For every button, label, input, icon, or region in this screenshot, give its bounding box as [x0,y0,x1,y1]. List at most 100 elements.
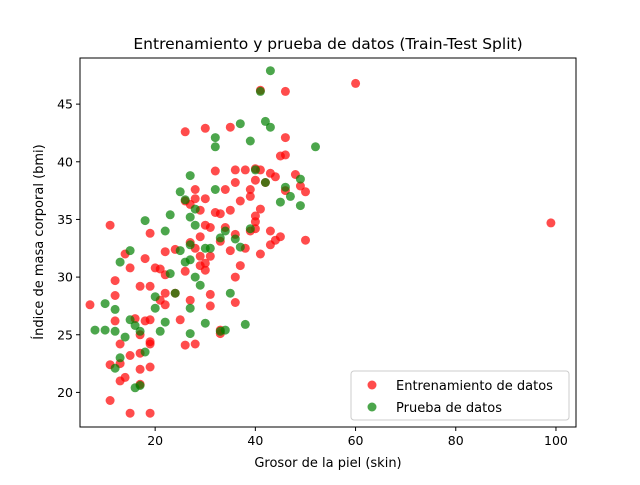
test-point-56 [110,326,120,336]
training-point-68 [125,263,135,273]
training-point-66 [265,240,275,250]
training-point-82 [160,300,170,310]
test-point-23 [185,212,195,222]
test-point-55 [100,325,110,335]
training-point-26 [250,175,260,185]
test-point-41 [195,280,205,290]
test-point-9 [250,165,260,175]
y-tick-label-40: 40 [57,154,73,169]
test-point-48 [100,299,110,309]
test-point-58 [155,326,165,336]
test-point-34 [235,242,245,252]
training-point-55 [160,247,170,257]
test-point-20 [190,204,200,214]
test-point-13 [280,182,290,192]
training-point-16 [270,172,280,182]
test-point-28 [245,224,255,234]
test-point-53 [240,319,250,329]
y-tick-label-45: 45 [57,97,73,112]
training-point-107 [145,362,155,372]
test-point-47 [185,303,195,313]
training-point-28 [301,187,310,197]
x-tick-label-20: 20 [147,433,163,448]
training-point-62 [230,272,240,282]
points-layer [85,66,556,418]
training-point-2 [280,86,290,96]
test-point-39 [165,269,175,279]
training-point-77 [135,281,145,291]
y-tick-label-30: 30 [57,270,73,285]
test-point-67 [135,381,145,390]
training-point-23 [220,185,230,194]
training-point-49 [265,226,275,236]
test-point-38 [185,255,195,265]
training-point-9 [280,150,290,160]
training-point-89 [110,316,120,326]
training-point-83 [185,295,195,305]
training-point-34 [225,205,235,215]
training-point-65 [255,249,265,259]
test-point-17 [180,195,190,205]
training-point-84 [205,289,215,299]
test-point-36 [115,257,125,267]
training-point-42 [200,220,210,230]
test-point-1 [255,86,265,96]
legend-box [350,370,570,421]
training-point-85 [205,301,215,311]
test-point-21 [140,216,150,226]
x-tick-label-40: 40 [247,433,263,448]
test-point-14 [175,187,185,197]
test-point-22 [165,210,175,220]
y-tick-label-25: 25 [57,327,73,342]
training-point-35 [235,196,245,206]
training-point-5 [200,123,210,133]
test-point-63 [115,353,125,363]
test-point-40 [190,272,200,282]
test-point-54 [90,325,100,335]
test-point-10 [185,171,195,181]
test-point-8 [311,142,320,152]
training-point-10 [210,166,220,176]
test-point-25 [190,220,200,230]
test-point-19 [295,201,305,211]
legend-label-test: Prueba de datos [396,401,502,416]
training-point-87 [110,291,120,300]
training-point-7 [280,133,290,143]
training-point-69 [140,254,150,264]
test-point-26 [215,233,225,243]
training-point-3 [546,218,556,228]
test-point-5 [210,133,220,143]
training-point-11 [230,165,240,175]
test-point-11 [260,178,270,187]
y-axis-label: Índice de masa corporal (bmi) [31,144,47,339]
test-point-31 [175,246,185,256]
test-point-43 [170,288,180,298]
training-point-76 [110,276,120,286]
training-point-20 [190,185,200,194]
test-point-18 [275,197,285,207]
test-point-57 [135,326,145,336]
training-point-75 [200,265,210,275]
training-point-110 [115,376,125,386]
test-point-64 [140,347,150,357]
test-point-7 [245,136,255,146]
chart-title: Entrenamiento y prueba de datos (Train-T… [133,35,522,53]
training-point-51 [275,232,285,242]
test-point-27 [220,226,230,236]
training-point-104 [125,351,135,360]
training-point-61 [225,246,235,256]
training-point-33 [215,209,225,219]
test-point-65 [110,363,120,373]
test-point-33 [205,243,215,253]
y-axis: 20 25 30 35 40 45 [57,97,80,400]
test-point-2 [235,119,245,129]
training-point-63 [235,261,245,271]
x-axis-label: Grosor de la piel (skin) [254,456,401,471]
training-point-12 [240,165,250,175]
x-axis: 20 40 60 80 100 [147,427,568,448]
x-tick-label-100: 100 [544,433,568,448]
test-point-51 [160,317,170,327]
legend-marker-training [367,380,377,390]
